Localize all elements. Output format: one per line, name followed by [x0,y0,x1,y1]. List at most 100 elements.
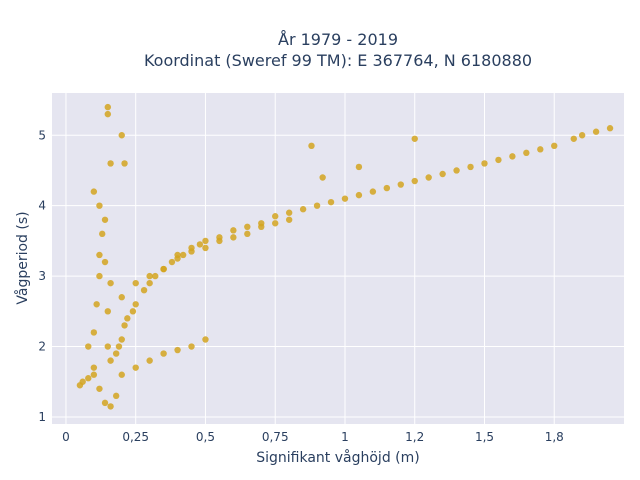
data-point [104,343,112,350]
data-point [160,350,167,357]
data-point [383,184,391,192]
data-point [85,343,92,350]
data-point [146,357,153,364]
data-point [101,258,109,266]
data-point [188,248,195,255]
y-tick-label: 5 [38,128,46,142]
data-point [96,202,103,209]
data-point [112,392,120,400]
x-axis-ticks: 0 0,25 0,5 0,75 1 1,2 1,5 1,8 [62,430,564,444]
x-tick-label: 0,25 [122,430,149,444]
x-axis-title: Signifikant våghöjd (m) [256,449,419,466]
x-tick-label: 1,2 [405,430,424,444]
data-point [592,128,600,135]
data-point [104,110,112,118]
data-point [606,125,614,132]
data-point [132,279,139,287]
data-point [244,223,251,231]
data-point [93,301,100,308]
data-point [174,255,181,262]
x-tick-label: 1,8 [545,430,564,444]
data-point [118,371,125,378]
x-tick-label: 0,5 [196,430,215,444]
data-point [90,364,98,371]
data-point [121,322,128,329]
data-point [124,315,131,322]
data-point [439,170,446,178]
data-point [146,279,153,287]
data-point [425,174,432,181]
data-point [115,343,123,350]
data-point [90,188,98,195]
data-point [355,163,363,171]
y-tick-label: 3 [38,269,46,283]
data-point [244,230,251,238]
data-point [174,346,181,354]
data-point [397,181,404,188]
data-point [216,237,223,245]
data-point [104,103,112,111]
data-point [99,230,106,238]
data-point [495,156,502,164]
data-point [202,244,209,252]
data-point [411,177,418,185]
data-point [168,258,176,266]
data-point [112,350,120,357]
data-point [118,132,125,139]
data-point [90,329,98,336]
plot-area [52,93,624,424]
data-point [308,142,315,150]
data-point [160,265,167,273]
data-point [188,343,195,350]
data-point [230,227,237,234]
data-point [570,135,577,142]
data-point [272,220,279,227]
data-point [578,132,586,139]
data-point [369,188,377,195]
y-axis-title: Vågperiod (s) [14,211,31,304]
data-point [285,209,293,216]
data-point [202,336,209,343]
data-point [523,149,530,157]
data-point [121,160,128,167]
data-point [146,272,153,280]
chart-title-line2: Koordinat (Sweref 99 TM): E 367764, N 61… [144,51,532,70]
y-tick-label: 4 [38,199,46,213]
data-point [230,234,237,241]
data-point [118,336,125,343]
data-point [481,160,488,167]
data-point [101,216,109,223]
data-point [258,223,265,231]
data-point [509,153,516,160]
data-point [355,191,363,199]
data-point [96,385,103,392]
data-point [411,135,418,142]
data-point [202,237,209,245]
y-axis-ticks: 1 2 3 4 5 [38,128,46,424]
x-tick-label: 1,5 [475,430,494,444]
x-tick-label: 0,75 [262,430,289,444]
data-point [85,375,92,382]
x-tick-label: 0 [62,430,70,444]
data-point [107,403,114,410]
data-point [107,279,114,287]
data-point [90,371,98,378]
data-point [467,163,474,171]
data-point [118,294,125,301]
data-point [285,216,293,223]
data-point [152,272,159,280]
data-point [101,399,109,407]
data-point [140,286,148,294]
data-point [107,160,114,167]
data-point [79,378,86,385]
data-point [453,167,460,174]
data-point [96,251,103,259]
data-point [327,198,335,206]
data-point [272,213,279,220]
data-point [179,251,187,259]
y-tick-label: 2 [38,340,46,354]
y-tick-label: 1 [38,410,46,424]
data-point [129,308,137,315]
data-point [319,174,326,181]
